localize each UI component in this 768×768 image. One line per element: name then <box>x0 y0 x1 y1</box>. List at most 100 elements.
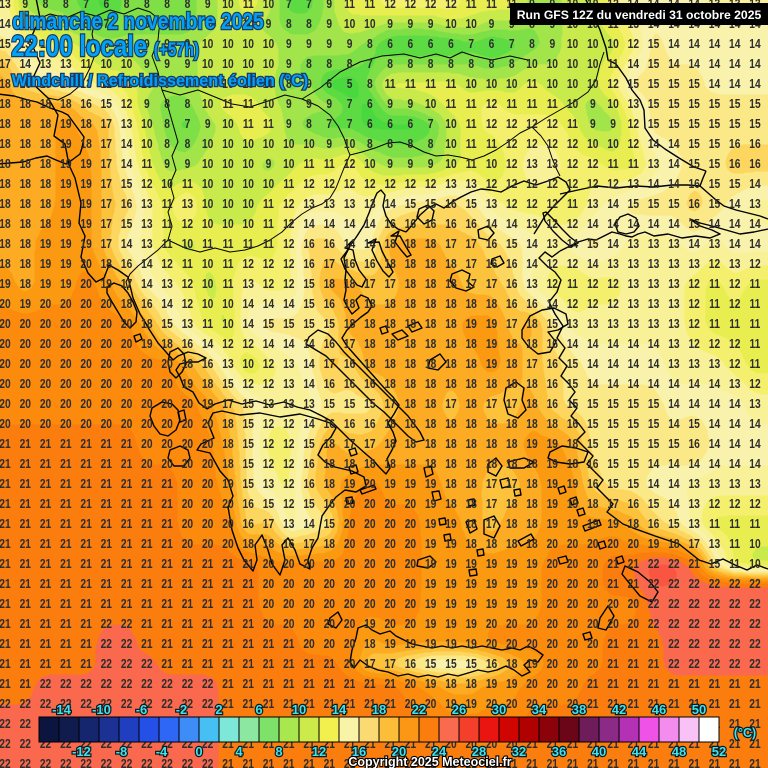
svg-text:16: 16 <box>324 418 336 431</box>
svg-text:20: 20 <box>202 438 213 451</box>
svg-text:18: 18 <box>486 438 498 451</box>
svg-text:22: 22 <box>60 758 71 768</box>
svg-text:21: 21 <box>607 698 619 711</box>
svg-text:18: 18 <box>384 318 396 331</box>
svg-text:15: 15 <box>567 398 579 411</box>
svg-text:21: 21 <box>263 758 275 768</box>
svg-text:14: 14 <box>688 378 700 391</box>
svg-text:21: 21 <box>607 638 619 651</box>
svg-text:18: 18 <box>425 458 437 471</box>
svg-text:14: 14 <box>688 58 700 71</box>
svg-text:14: 14 <box>384 198 396 211</box>
svg-text:11: 11 <box>466 98 477 111</box>
svg-text:18: 18 <box>405 238 417 251</box>
svg-text:20: 20 <box>101 338 112 351</box>
svg-text:10: 10 <box>141 78 152 91</box>
svg-text:10: 10 <box>101 58 112 71</box>
svg-text:22: 22 <box>101 658 112 671</box>
svg-text:18: 18 <box>486 458 498 471</box>
svg-text:20: 20 <box>40 418 51 431</box>
svg-text:12: 12 <box>283 218 294 231</box>
svg-text:20: 20 <box>222 518 233 531</box>
svg-text:21: 21 <box>101 538 113 551</box>
svg-text:15: 15 <box>243 398 255 411</box>
svg-text:15: 15 <box>587 238 599 251</box>
svg-text:8: 8 <box>286 78 292 91</box>
svg-text:21: 21 <box>607 678 619 691</box>
svg-text:15: 15 <box>324 318 336 331</box>
svg-text:21: 21 <box>80 478 92 491</box>
svg-text:20: 20 <box>587 658 598 671</box>
svg-text:18: 18 <box>506 498 518 511</box>
svg-text:21: 21 <box>121 478 133 491</box>
svg-text:20: 20 <box>547 678 558 691</box>
svg-text:21: 21 <box>161 518 173 531</box>
svg-text:12: 12 <box>709 338 720 351</box>
svg-text:20: 20 <box>60 358 71 371</box>
svg-text:7: 7 <box>185 118 191 131</box>
svg-text:12: 12 <box>709 498 720 511</box>
svg-text:18: 18 <box>445 438 457 451</box>
svg-text:10: 10 <box>40 18 51 31</box>
svg-text:20: 20 <box>506 738 517 751</box>
svg-text:14: 14 <box>202 338 214 351</box>
svg-text:21: 21 <box>729 758 741 768</box>
svg-text:18: 18 <box>526 318 538 331</box>
svg-text:12: 12 <box>384 178 395 191</box>
svg-text:21: 21 <box>60 438 72 451</box>
svg-text:14: 14 <box>121 158 133 171</box>
svg-text:9: 9 <box>428 158 434 171</box>
svg-text:11: 11 <box>263 118 274 131</box>
svg-text:22: 22 <box>648 558 659 571</box>
svg-text:14: 14 <box>729 438 741 451</box>
svg-text:20: 20 <box>20 358 31 371</box>
svg-text:8: 8 <box>275 744 282 759</box>
svg-text:16: 16 <box>405 658 417 671</box>
svg-text:12: 12 <box>526 178 537 191</box>
svg-text:10: 10 <box>121 58 132 71</box>
svg-text:18: 18 <box>384 258 396 271</box>
svg-text:20: 20 <box>392 744 406 759</box>
svg-text:20: 20 <box>121 398 132 411</box>
svg-text:10: 10 <box>587 58 598 71</box>
svg-text:10: 10 <box>547 58 558 71</box>
svg-text:18: 18 <box>506 438 518 451</box>
svg-text:13: 13 <box>749 398 761 411</box>
svg-text:18: 18 <box>344 458 356 471</box>
svg-text:21: 21 <box>567 738 579 751</box>
svg-text:21: 21 <box>141 518 153 531</box>
svg-text:21: 21 <box>668 738 680 751</box>
svg-text:12: 12 <box>486 178 497 191</box>
svg-text:14: 14 <box>303 378 315 391</box>
svg-text:14: 14 <box>364 218 376 231</box>
svg-text:19: 19 <box>567 498 579 511</box>
svg-text:18: 18 <box>0 158 11 171</box>
svg-text:21: 21 <box>263 638 275 651</box>
svg-text:19: 19 <box>40 278 52 291</box>
svg-text:20: 20 <box>222 498 233 511</box>
svg-text:13: 13 <box>688 518 700 531</box>
svg-text:8: 8 <box>326 58 332 71</box>
svg-text:21: 21 <box>60 478 72 491</box>
svg-text:21: 21 <box>222 638 234 651</box>
svg-text:21: 21 <box>60 638 72 651</box>
svg-text:18: 18 <box>466 458 478 471</box>
svg-text:18: 18 <box>405 378 417 391</box>
svg-text:21: 21 <box>40 478 52 491</box>
svg-text:14: 14 <box>587 258 599 271</box>
svg-text:14: 14 <box>628 218 640 231</box>
svg-text:12: 12 <box>607 78 618 91</box>
svg-text:20: 20 <box>20 338 31 351</box>
svg-text:15: 15 <box>688 118 700 131</box>
svg-text:20: 20 <box>425 698 436 711</box>
svg-text:10: 10 <box>222 38 233 51</box>
svg-text:15: 15 <box>283 318 295 331</box>
svg-text:21: 21 <box>20 638 32 651</box>
svg-text:18: 18 <box>466 398 478 411</box>
svg-text:21: 21 <box>40 558 52 571</box>
svg-text:18: 18 <box>384 438 396 451</box>
svg-text:18: 18 <box>466 298 478 311</box>
svg-text:8: 8 <box>529 38 535 51</box>
svg-text:18: 18 <box>445 458 457 471</box>
svg-text:15: 15 <box>303 298 315 311</box>
